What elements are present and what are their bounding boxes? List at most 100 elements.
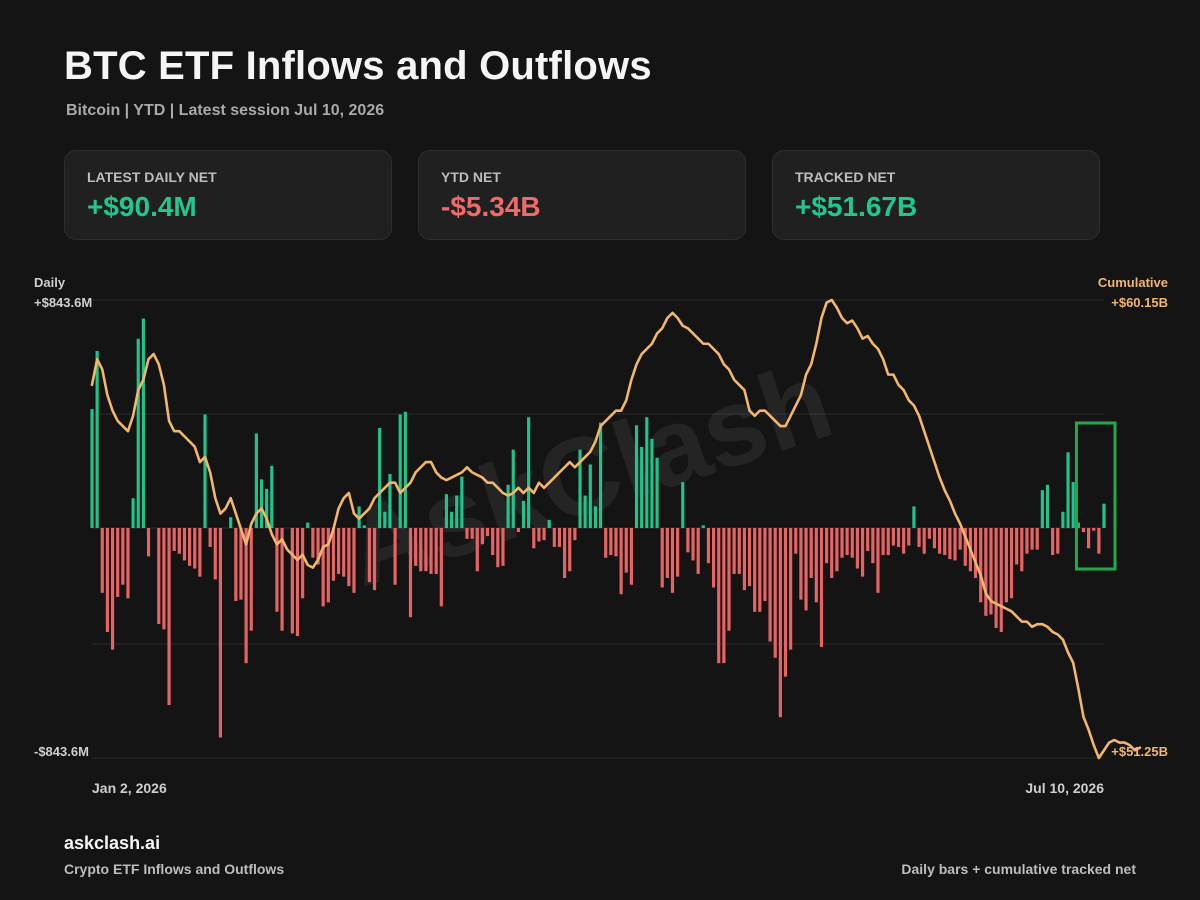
x-end-label: Jul 10, 2026 <box>1025 780 1104 796</box>
daily-bar <box>316 528 320 565</box>
daily-bar <box>814 528 818 603</box>
daily-bar <box>1040 490 1044 528</box>
daily-bar <box>1092 528 1096 531</box>
daily-bars <box>90 318 1106 738</box>
daily-bar <box>450 511 454 528</box>
daily-bar <box>989 528 993 615</box>
daily-bar <box>1061 511 1065 528</box>
daily-bar <box>670 528 675 593</box>
daily-bar <box>650 438 654 528</box>
daily-bar <box>1056 528 1060 554</box>
daily-bar <box>465 528 469 539</box>
daily-bar <box>994 528 998 628</box>
daily-bar <box>249 528 253 631</box>
daily-bar <box>758 528 762 612</box>
daily-bar <box>470 528 474 539</box>
daily-bar <box>213 528 217 580</box>
daily-bar <box>588 464 592 528</box>
daily-bar <box>537 528 541 542</box>
daily-bar <box>229 517 233 528</box>
daily-bar <box>742 528 746 591</box>
daily-bar <box>244 528 248 664</box>
daily-bar <box>177 528 181 554</box>
right-axis-bottom-label: +$51.25B <box>1111 744 1168 759</box>
daily-bar <box>1071 482 1075 528</box>
daily-bar <box>105 528 109 633</box>
daily-bar <box>414 528 418 566</box>
daily-bar <box>218 528 223 738</box>
daily-bar <box>634 425 639 528</box>
daily-bar <box>352 528 356 593</box>
daily-bar <box>126 528 130 599</box>
daily-bar <box>932 528 937 549</box>
daily-bar <box>516 528 520 533</box>
daily-bar <box>778 528 782 718</box>
daily-bar <box>1025 528 1029 554</box>
daily-bar <box>979 528 983 603</box>
ytd-net-card: YTD NET -$5.34B <box>418 150 746 240</box>
footer-brand: askclash.ai <box>64 833 161 853</box>
daily-bar <box>973 528 978 578</box>
daily-bar <box>794 528 798 554</box>
daily-bar <box>90 409 94 528</box>
daily-bar <box>1081 528 1086 533</box>
daily-bar <box>645 417 649 528</box>
daily-bar <box>342 528 346 577</box>
daily-bar <box>321 528 325 607</box>
daily-bar <box>234 528 238 601</box>
daily-bar <box>362 525 366 528</box>
right-axis-title: Cumulative <box>1098 275 1168 290</box>
daily-bar <box>208 528 212 547</box>
left-axis-top-label: +$843.6M <box>34 295 92 310</box>
daily-bar <box>747 528 752 587</box>
daily-bar <box>691 528 695 561</box>
daily-bar <box>311 528 315 558</box>
daily-bar <box>598 422 603 528</box>
daily-bar <box>948 528 952 560</box>
daily-bar <box>141 318 145 528</box>
left-axis-title: Daily <box>34 275 66 290</box>
latest-daily-net-card: LATEST DAILY NET +$90.4M <box>64 150 392 240</box>
daily-bar <box>547 519 551 528</box>
daily-bar <box>850 528 854 558</box>
daily-bar <box>336 528 341 574</box>
daily-bar <box>506 484 510 528</box>
daily-bar <box>953 528 957 561</box>
card-value: +$51.67B <box>795 191 918 222</box>
daily-bar <box>460 476 464 528</box>
card-label: TRACKED NET <box>795 169 896 185</box>
daily-bar <box>398 414 402 528</box>
daily-bar <box>711 528 716 588</box>
daily-bar <box>511 449 515 528</box>
footer-note: Daily bars + cumulative tracked net <box>901 861 1136 877</box>
daily-bar <box>429 528 433 574</box>
daily-bar <box>773 528 777 658</box>
daily-bar <box>1097 528 1101 554</box>
daily-bar <box>393 528 397 585</box>
card-label: LATEST DAILY NET <box>87 169 217 185</box>
daily-bar <box>891 528 895 546</box>
daily-bar <box>475 528 479 572</box>
daily-bar <box>722 528 726 664</box>
daily-bar <box>701 525 705 528</box>
daily-bar <box>655 457 659 528</box>
daily-bar <box>1009 528 1014 599</box>
daily-bar <box>527 417 531 528</box>
daily-bar <box>609 528 613 556</box>
daily-bar <box>301 528 305 599</box>
daily-bar <box>557 528 562 547</box>
daily-bar <box>665 528 669 578</box>
daily-bar <box>624 528 628 573</box>
daily-bar <box>203 414 207 528</box>
daily-bar <box>753 528 757 612</box>
daily-bar <box>855 528 860 569</box>
card-value: -$5.34B <box>441 191 541 222</box>
daily-bar <box>871 528 875 564</box>
daily-bar <box>840 528 844 558</box>
daily-bar <box>958 528 962 550</box>
latest-sessions-highlight <box>1074 421 1117 571</box>
daily-bar <box>583 495 587 528</box>
daily-bar <box>732 528 736 574</box>
daily-bar <box>1045 484 1050 528</box>
daily-bar <box>121 528 125 585</box>
